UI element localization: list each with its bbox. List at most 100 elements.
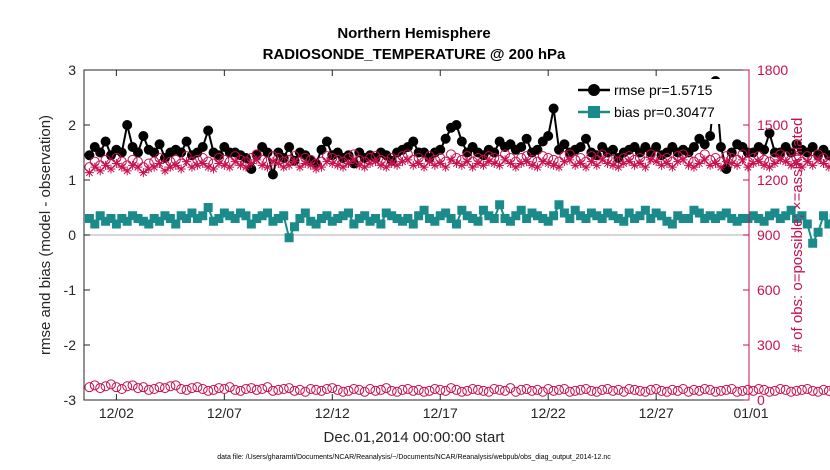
bias-point bbox=[263, 208, 273, 218]
bias-point bbox=[176, 211, 186, 221]
rmse-point bbox=[213, 150, 224, 161]
obs-assimilated-point bbox=[171, 160, 181, 170]
x-tick-label: 01/01 bbox=[733, 405, 768, 421]
obs-assimilated-point bbox=[101, 160, 111, 170]
obs-assimilated-point bbox=[176, 164, 186, 174]
bias-point bbox=[635, 211, 645, 221]
y-tick-label: -2 bbox=[64, 337, 77, 353]
bias-point bbox=[505, 216, 515, 226]
bias-point bbox=[451, 219, 461, 229]
obs-possible-point bbox=[537, 386, 548, 397]
obs-assimilated-point bbox=[263, 162, 273, 172]
obs-possible-point bbox=[580, 384, 591, 394]
bias-point bbox=[495, 200, 505, 210]
obs-possible-point bbox=[559, 384, 570, 394]
obs-assimilated-point bbox=[430, 160, 440, 170]
obs-possible-point bbox=[235, 385, 246, 396]
obs-possible-point bbox=[289, 385, 300, 396]
obs-assimilated-point bbox=[462, 157, 472, 167]
obs-assimilated-point bbox=[338, 162, 348, 172]
obs-possible-point bbox=[402, 384, 413, 394]
obs-possible-point bbox=[359, 386, 370, 397]
obs-assimilated-point bbox=[613, 162, 623, 172]
obs-possible-point bbox=[802, 384, 813, 394]
obs-assimilated-point bbox=[187, 162, 197, 172]
obs-assimilated-point bbox=[306, 160, 316, 170]
obs-assimilated-point bbox=[592, 160, 602, 170]
obs-assimilated-point bbox=[603, 159, 613, 168]
bias-point bbox=[257, 211, 267, 221]
obs-possible-point bbox=[473, 384, 484, 395]
bias-point bbox=[613, 214, 623, 223]
x-tick-label: 12/12 bbox=[315, 405, 350, 421]
y-right-tick-label: 1500 bbox=[757, 117, 788, 133]
bias-point bbox=[500, 214, 510, 223]
rmse-point bbox=[262, 147, 273, 158]
obs-possible-point bbox=[516, 384, 527, 395]
bias-point bbox=[468, 214, 478, 223]
obs-possible-point bbox=[591, 386, 602, 397]
bias-point bbox=[824, 219, 830, 229]
bias-point bbox=[662, 216, 672, 226]
rmse-point bbox=[154, 139, 165, 150]
obs-possible-point bbox=[300, 386, 311, 397]
y-right-tick-label: 1200 bbox=[757, 172, 788, 188]
obs-possible-point bbox=[154, 382, 165, 393]
bias-point bbox=[214, 214, 224, 223]
obs-assimilated-point bbox=[317, 162, 326, 172]
bias-point bbox=[236, 208, 246, 218]
obs-possible-point bbox=[775, 384, 786, 394]
bias-point bbox=[198, 211, 208, 221]
obs-possible-point bbox=[386, 385, 397, 396]
bias-point bbox=[640, 205, 650, 215]
obs-assimilated-point bbox=[538, 157, 548, 167]
y-right-tick-label: 300 bbox=[757, 337, 781, 353]
bias-point bbox=[738, 214, 748, 223]
obs-assimilated-point bbox=[354, 160, 364, 170]
obs-assimilated-point bbox=[646, 155, 656, 165]
series-4 bbox=[84, 379, 830, 397]
obs-assimilated-point bbox=[160, 166, 170, 176]
bias-point bbox=[673, 211, 683, 221]
bias-point bbox=[414, 211, 424, 221]
obs-possible-point bbox=[634, 385, 645, 396]
bias-point bbox=[667, 219, 677, 229]
bias-point bbox=[603, 208, 613, 218]
obs-assimilated-point bbox=[765, 162, 775, 172]
obs-possible-point bbox=[688, 384, 699, 395]
rmse-point bbox=[764, 128, 775, 139]
obs-assimilated-point bbox=[635, 159, 645, 168]
bias-point bbox=[284, 233, 294, 243]
bias-point bbox=[343, 208, 353, 218]
obs-possible-point bbox=[764, 386, 775, 397]
bias-point bbox=[160, 211, 170, 221]
chart-subtitle: RADIOSONDE_TEMPERATURE @ 200 hPa bbox=[263, 46, 566, 63]
obs-possible-point bbox=[327, 383, 338, 394]
bias-point bbox=[732, 216, 742, 226]
obs-possible-point bbox=[240, 384, 251, 394]
y-tick-label: 2 bbox=[68, 117, 76, 133]
rmse-point bbox=[688, 142, 699, 152]
obs-possible-point bbox=[597, 384, 608, 395]
rmse-point bbox=[435, 144, 446, 155]
obs-possible-point bbox=[651, 384, 662, 394]
obs-possible-point bbox=[397, 384, 408, 395]
x-tick-label: 12/27 bbox=[639, 405, 674, 421]
obs-assimilated-point bbox=[549, 160, 559, 170]
rmse-point bbox=[138, 131, 149, 141]
legend: rmse pr=1.5715 bias pr=0.30477 bbox=[571, 79, 739, 124]
x-axis-label: Dec.01,2014 00:00:00 start bbox=[324, 429, 506, 446]
y-right-tick-label: 0 bbox=[757, 392, 765, 408]
obs-possible-point bbox=[575, 384, 586, 395]
obs-possible-point bbox=[667, 384, 678, 395]
obs-possible-point bbox=[138, 382, 149, 393]
bias-point bbox=[117, 214, 127, 223]
obs-assimilated-point bbox=[727, 159, 737, 168]
obs-assimilated-point bbox=[705, 160, 715, 170]
bias-point bbox=[435, 211, 445, 221]
rmse-point bbox=[532, 144, 543, 155]
obs-possible-point bbox=[316, 385, 327, 396]
obs-assimilated-point bbox=[284, 160, 294, 170]
obs-assimilated-point bbox=[441, 162, 451, 172]
obs-assimilated-point bbox=[738, 155, 748, 165]
